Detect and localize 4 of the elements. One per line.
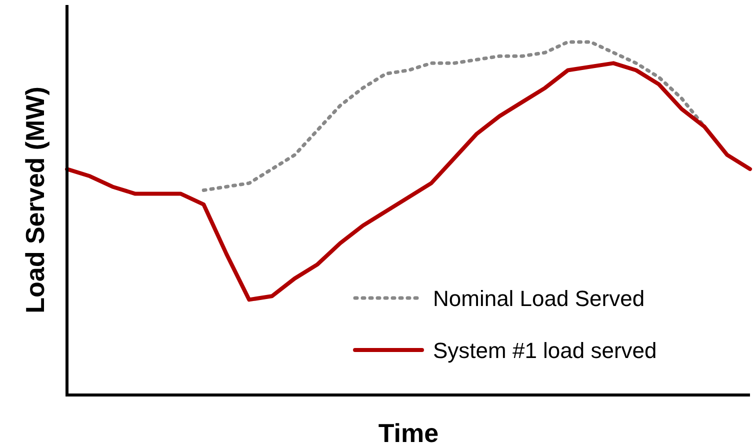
y-axis-title: Load Served (MW) <box>20 86 50 314</box>
x-axis-title: Time <box>378 418 439 448</box>
legend-label: System #1 load served <box>433 338 657 363</box>
legend-label: Nominal Load Served <box>433 286 645 311</box>
